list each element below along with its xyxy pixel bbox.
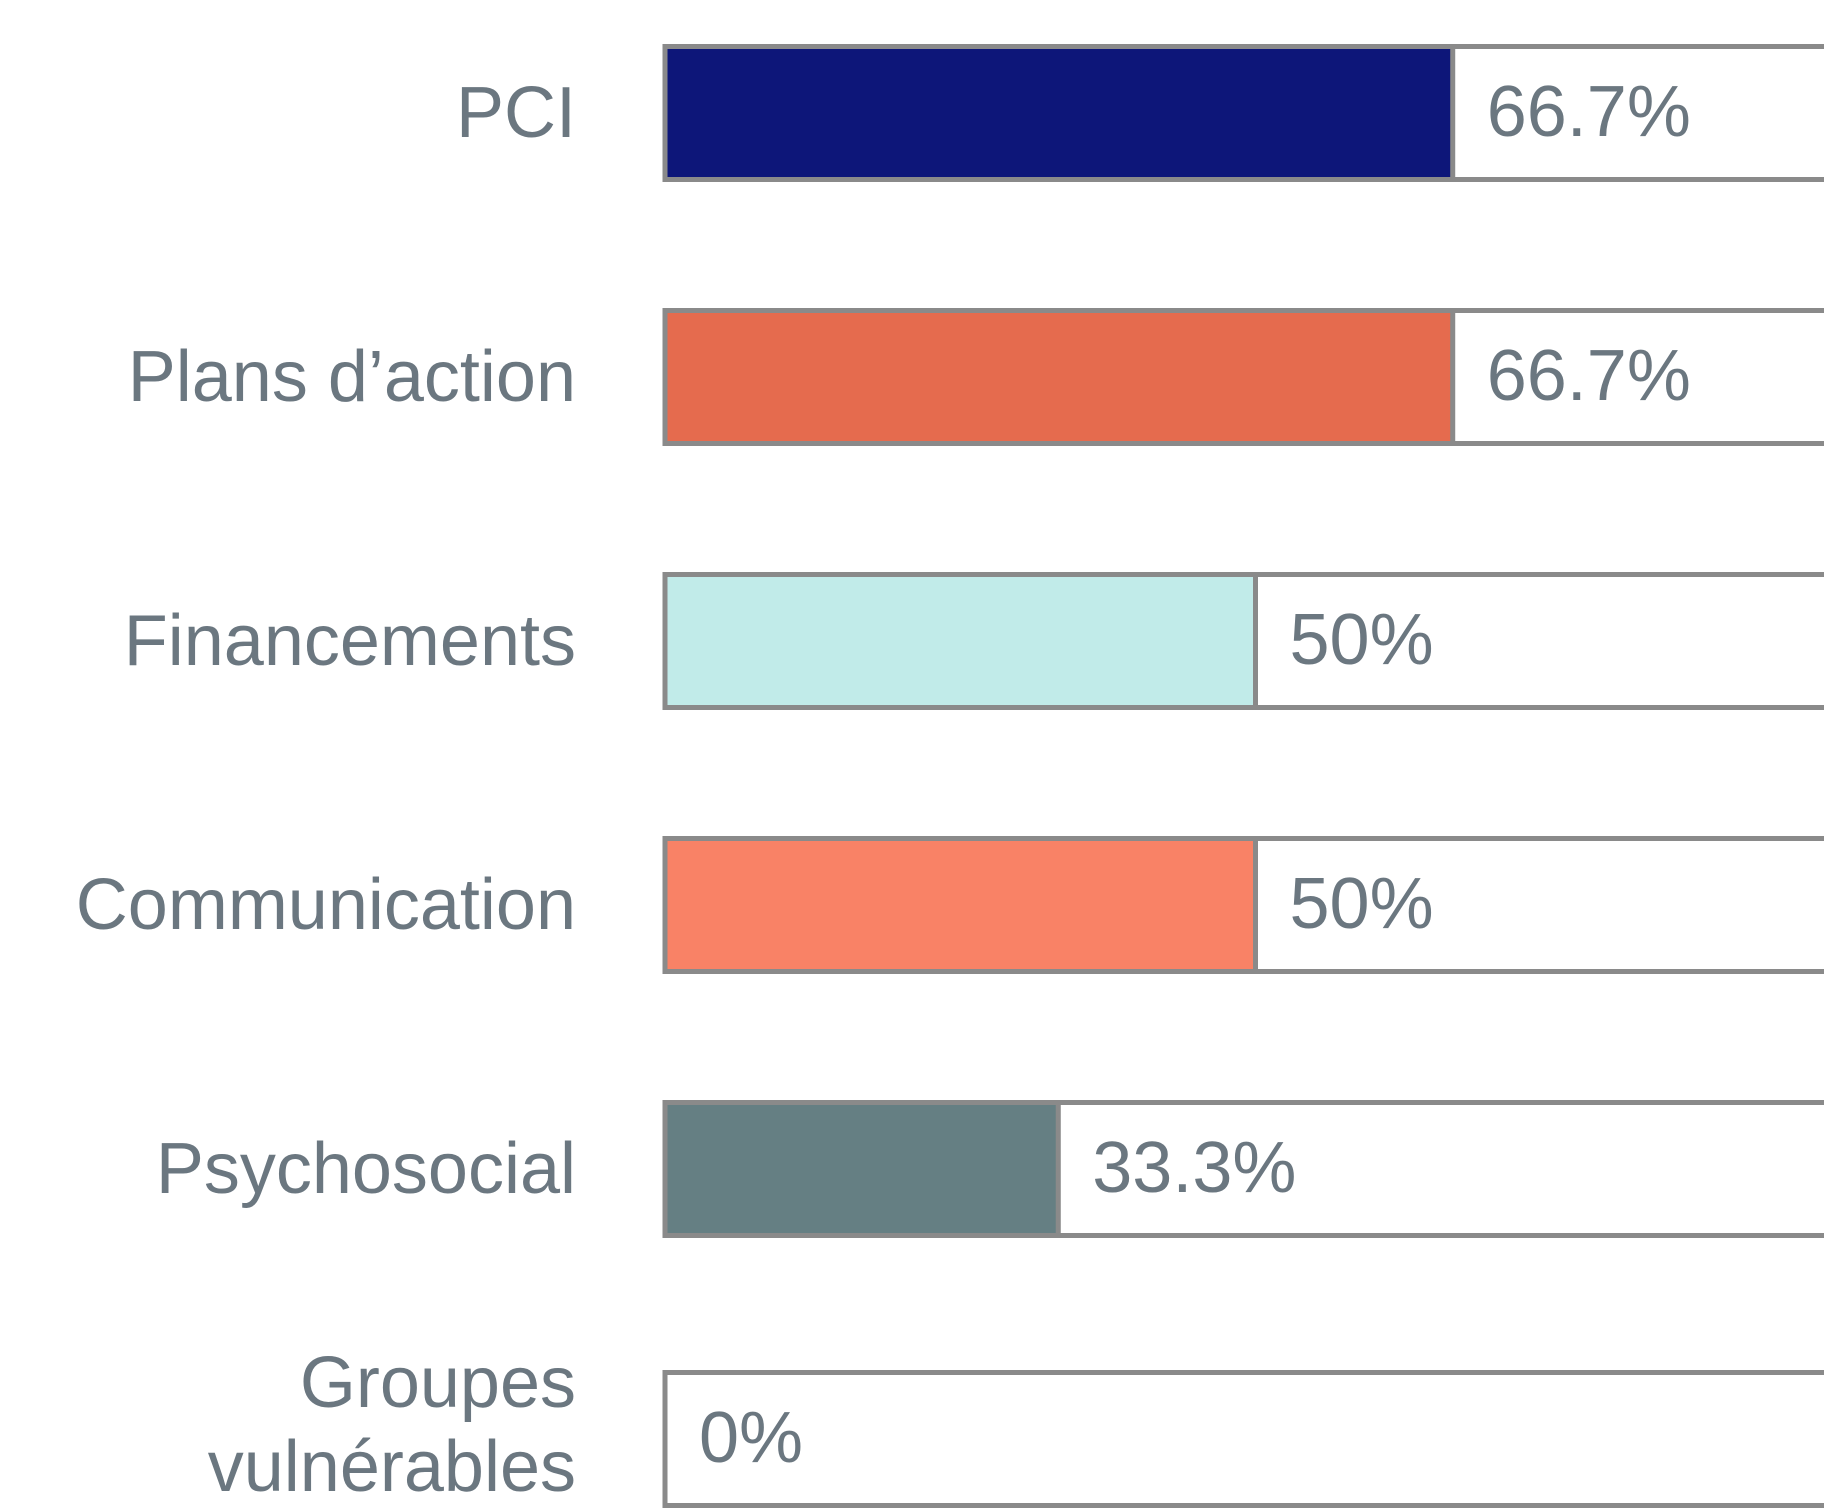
bar bbox=[662, 44, 1456, 182]
bar bbox=[662, 1100, 1061, 1238]
value-label: 33.3% bbox=[1092, 1128, 1296, 1208]
category-label: Plans d’action bbox=[127, 337, 576, 417]
category-label: Communication bbox=[75, 865, 576, 945]
category-label: PCI bbox=[455, 73, 576, 153]
value-label: 50% bbox=[1290, 600, 1434, 680]
value-label: 0% bbox=[699, 1398, 803, 1478]
category-label: Financements bbox=[123, 601, 576, 681]
value-label: 66.7% bbox=[1487, 72, 1691, 152]
bar-track bbox=[662, 1370, 1824, 1508]
category-label: Groupes vulnérables bbox=[207, 1343, 576, 1507]
category-label: Psychosocial bbox=[155, 1129, 576, 1209]
value-label: 66.7% bbox=[1487, 336, 1691, 416]
bar bbox=[662, 572, 1258, 710]
value-label: 50% bbox=[1290, 864, 1434, 944]
bar bbox=[662, 308, 1456, 446]
bar bbox=[662, 836, 1258, 974]
